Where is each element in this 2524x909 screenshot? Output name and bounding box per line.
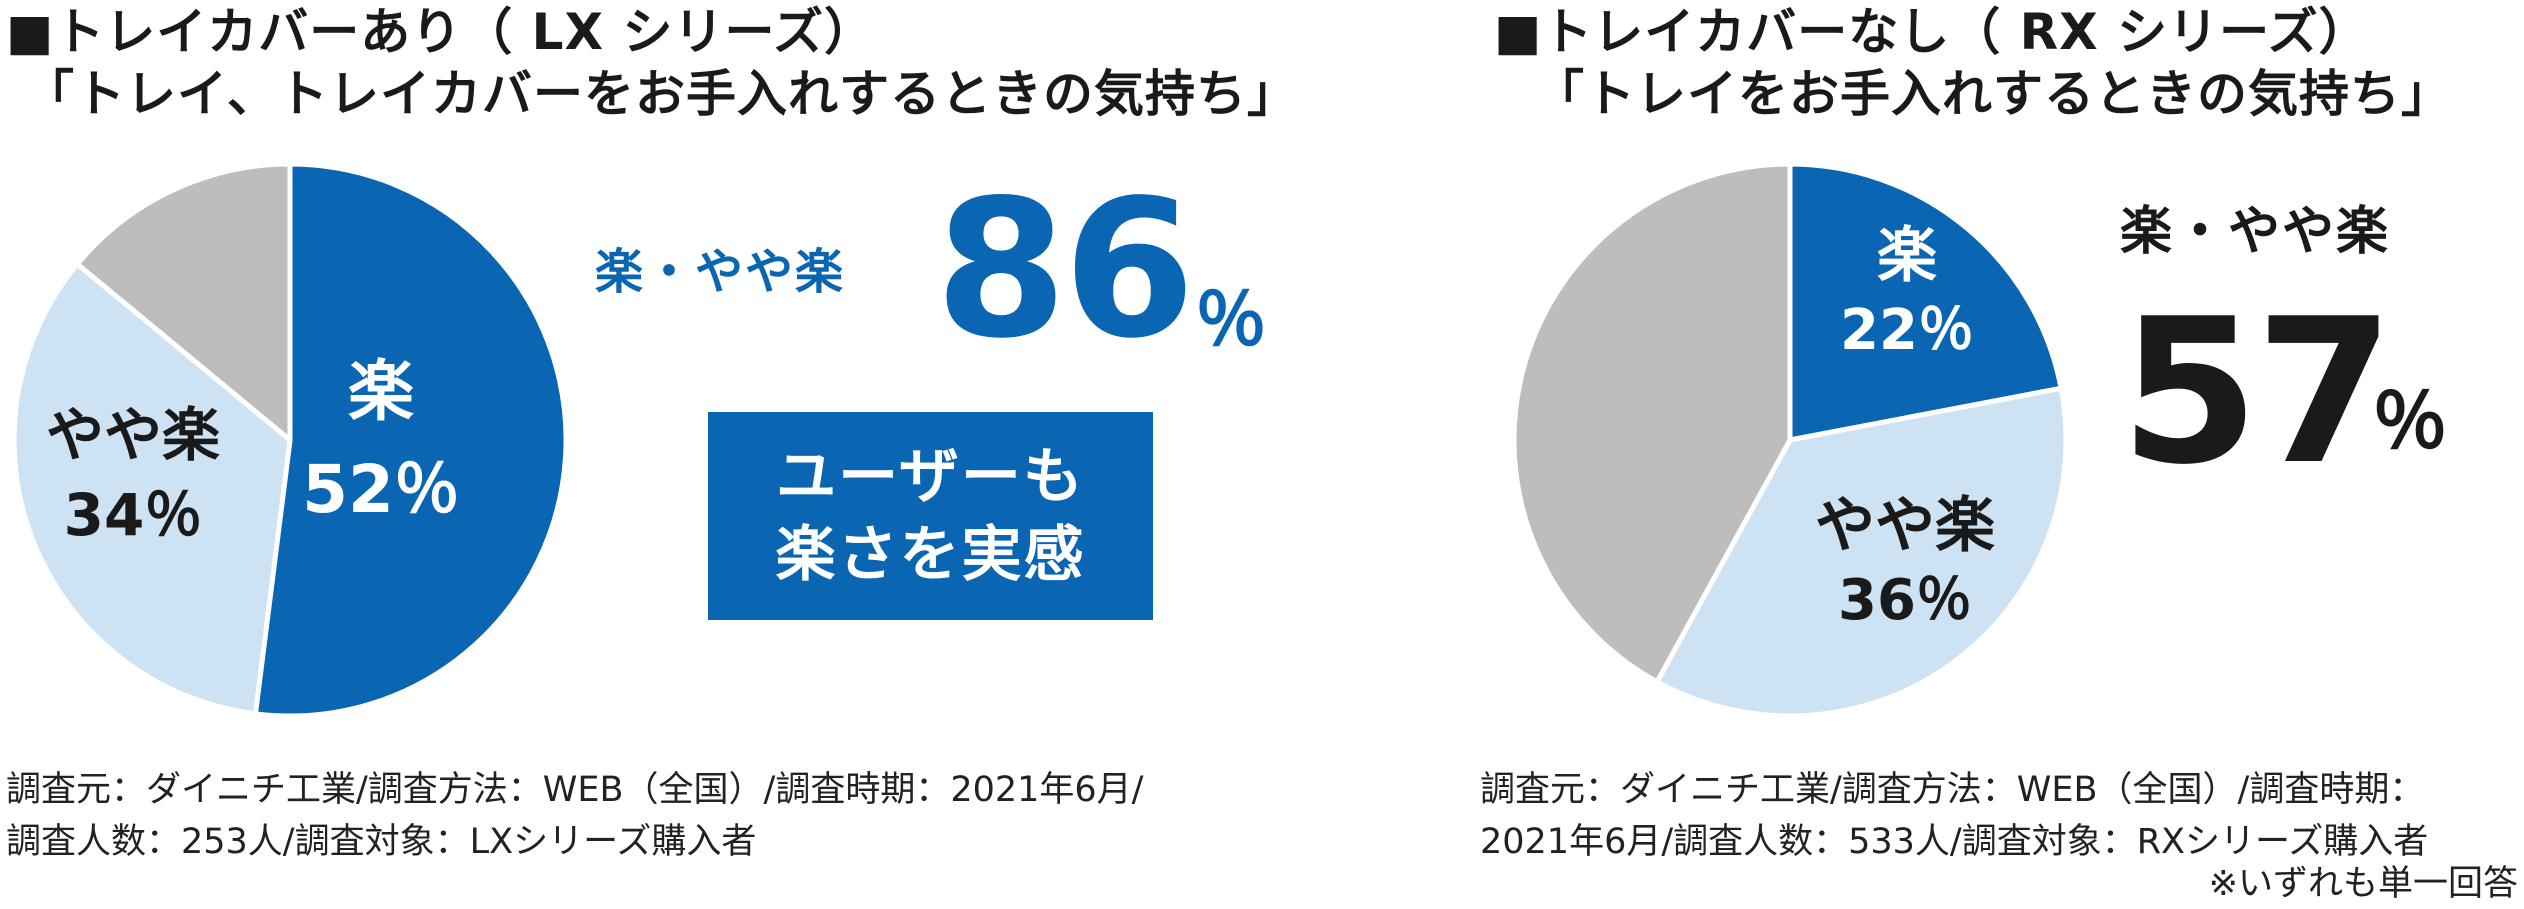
left-slice-yaya-label: やや楽 [45, 401, 221, 469]
left-slice-raku-value: 52％ [302, 451, 460, 528]
left-callout-line2: 楽さを実感 [775, 520, 1086, 590]
right-panel: ■トレイカバーなし（ RX シリーズ） 「トレイをお手入れするときの気持ち」 楽… [1480, 0, 2524, 909]
right-summary-value: 57 [2120, 276, 2394, 509]
left-summary-value: 86 [935, 159, 1195, 380]
right-summary-label: 楽・やや楽 [2120, 202, 2391, 262]
right-pie-slice-other [1511, 161, 1793, 685]
left-callout-line1: ユーザーも [776, 442, 1085, 512]
right-footnote-line1: 調査元：ダイニチ工業/調査方法：WEB（全国）/調査時期： [1480, 770, 2425, 810]
left-pie-slice-raku [252, 161, 569, 719]
right-title-line1: ■トレイカバーなし（ RX シリーズ） [1494, 3, 2370, 61]
right-title-line2: 「トレイをお手入れするときの気持ち」 [1534, 65, 2452, 123]
right-slice-yaya-label: やや楽 [1815, 491, 1995, 561]
left-pie-slice-other [74, 161, 293, 443]
left-slice-yaya-value: 34％ [63, 481, 203, 549]
right-pie-slice-yaya-raku [1654, 385, 2069, 719]
left-footnote-line2: 調査人数：253人/調査対象：LXシリーズ購入者 [6, 822, 757, 862]
right-slice-raku-label: 楽 [1877, 221, 1937, 291]
right-slice-yaya-value: 36％ [1838, 568, 1972, 633]
left-title-line1: ■トレイカバーあり（ LX シリーズ） [6, 3, 875, 61]
right-note: ※いずれも単一回答 [2208, 864, 2518, 904]
left-slice-raku-label: 楽 [348, 353, 414, 430]
right-slice-raku-value: 22％ [1840, 298, 1974, 363]
left-pie-chart [11, 161, 569, 719]
left-summary-unit: ％ [1195, 278, 1268, 362]
right-summary-unit: ％ [2372, 377, 2448, 466]
right-pie-slice-raku [1787, 161, 2064, 443]
left-pie-slice-yaya-raku [11, 261, 293, 717]
left-title-line2: 「トレイ、トレイカバーをお手入れするときの気持ち」 [24, 65, 1298, 123]
right-pie-chart [1511, 161, 2069, 719]
left-footnote-line1: 調査元：ダイニチ工業/調査方法：WEB（全国）/調査時期：2021年6月/ [6, 770, 1144, 810]
left-summary-label: 楽・やや楽 [595, 244, 846, 300]
left-callout-box: ユーザーも 楽さを実感 [708, 412, 1153, 620]
right-footnote-line2: 2021年6月/調査人数：533人/調査対象：RXシリーズ購入者 [1480, 822, 2429, 862]
left-panel: ■トレイカバーあり（ LX シリーズ） 「トレイ、トレイカバーをお手入れするとき… [6, 3, 1298, 862]
